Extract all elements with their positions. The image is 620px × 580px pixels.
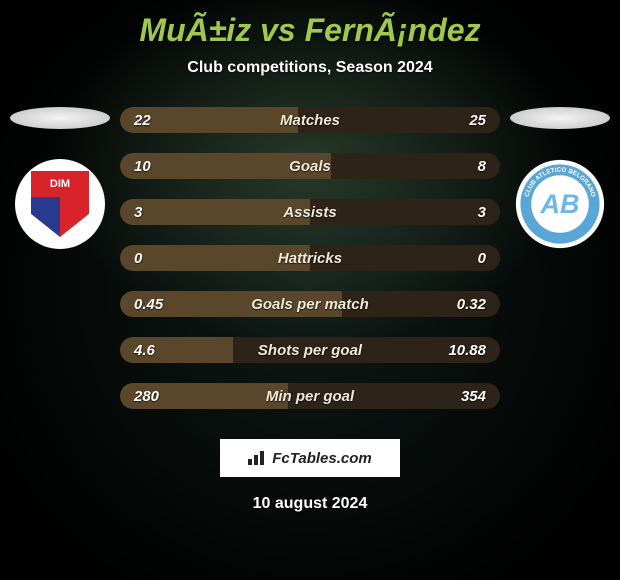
left-side: DIM [10,107,110,249]
stat-label: Matches [120,112,500,129]
stat-row: 0.45Goals per match0.32 [120,291,500,317]
flag-right [510,107,610,129]
stat-row: 10Goals8 [120,153,500,179]
stat-right-value: 3 [478,204,486,221]
subtitle: Club competitions, Season 2024 [0,59,620,77]
stat-right-value: 10.88 [448,342,486,359]
stat-right-value: 354 [461,388,486,405]
stat-label: Hattricks [120,250,500,267]
crest-left-text: DIM [31,171,89,197]
stat-row: 0Hattricks0 [120,245,500,271]
date-text: 10 august 2024 [0,495,620,513]
crest-right: CLUB ATLETICO BELGRANO CORDOBA AB [515,159,605,249]
stat-right-value: 0.32 [457,296,486,313]
stat-label: Min per goal [120,388,500,405]
svg-text:AB: AB [540,189,580,219]
stat-row: 22Matches25 [120,107,500,133]
stat-row: 3Assists3 [120,199,500,225]
stat-right-value: 8 [478,158,486,175]
crest-left: DIM [15,159,105,249]
right-side: CLUB ATLETICO BELGRANO CORDOBA AB [510,107,610,249]
bars-icon [248,451,266,465]
crest-right-svg: CLUB ATLETICO BELGRANO CORDOBA AB [515,159,605,249]
stat-label: Goals [120,158,500,175]
stat-right-value: 25 [469,112,486,129]
stat-label: Shots per goal [120,342,500,359]
flag-left [10,107,110,129]
card: MuÃ±iz vs FernÃ¡ndez Club competitions, … [0,0,620,580]
stat-row: 4.6Shots per goal10.88 [120,337,500,363]
stat-label: Goals per match [120,296,500,313]
stats-column: 22Matches2510Goals83Assists30Hattricks00… [110,107,510,409]
brand-box: FcTables.com [220,439,400,477]
page-title: MuÃ±iz vs FernÃ¡ndez [0,0,620,49]
stat-row: 280Min per goal354 [120,383,500,409]
shield-icon: DIM [31,171,89,237]
stat-right-value: 0 [478,250,486,267]
main-row: DIM 22Matches25 10Goals8 3Assists3 0Hattric… [0,107,620,409]
brand-text: FcTables.com [272,450,371,467]
stat-label: Assists [120,204,500,221]
